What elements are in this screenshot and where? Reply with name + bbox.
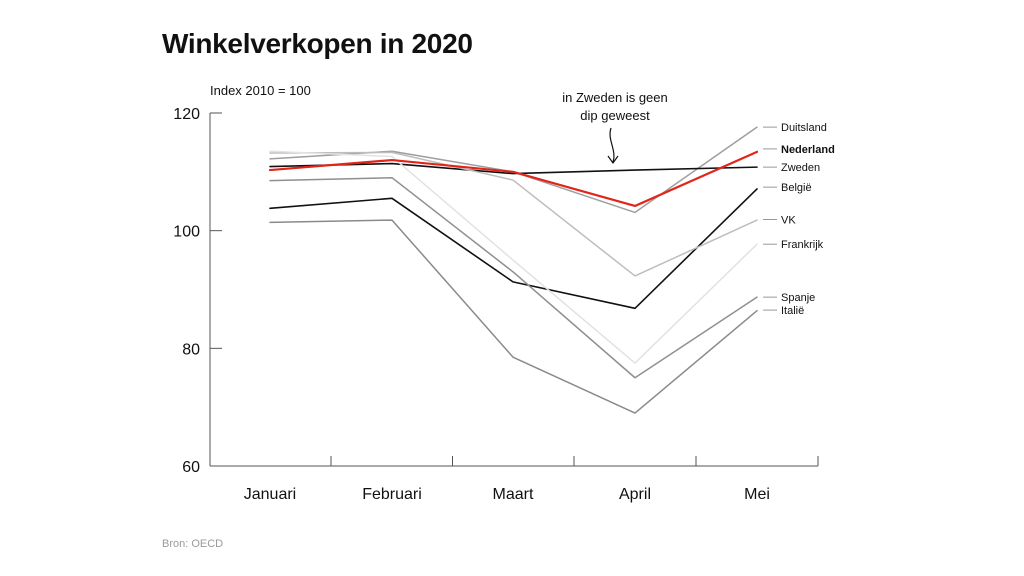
- series-labels: Duitsland Nederland Zweden België VK Frankrij…: [763, 122, 835, 317]
- annotation-text: dip geweest: [580, 108, 650, 123]
- series-label-frankrijk: Frankrijk: [781, 239, 824, 251]
- series-line-duitsland: [269, 126, 758, 214]
- series-label-duitsland: Duitsland: [781, 122, 827, 134]
- series-line-vk: [269, 151, 758, 277]
- series-line-frankrijk: [269, 150, 758, 364]
- series-line-italië: [269, 219, 758, 414]
- series-label-belgië: België: [781, 182, 812, 194]
- series-line-nederland: [268, 150, 759, 208]
- series-lines: [268, 126, 759, 414]
- series-label-spanje: Spanje: [781, 292, 815, 304]
- y-axis-label: Index 2010 = 100: [210, 83, 311, 98]
- annotation-text: in Zweden is geen: [562, 90, 668, 105]
- x-tick-label: Maart: [493, 486, 534, 503]
- x-tick-label: Februari: [362, 486, 422, 503]
- annotation-arrow: [609, 127, 615, 163]
- chart-title: Winkelverkopen in 2020: [162, 28, 473, 59]
- series-line-spanje: [269, 176, 758, 379]
- series-line-belgië: [269, 188, 758, 310]
- y-tick-label: 120: [173, 106, 200, 123]
- annotation-arrowhead: [607, 155, 619, 164]
- x-tick-label: April: [619, 486, 651, 503]
- y-tick-label: 80: [182, 341, 200, 358]
- series-label-zweden: Zweden: [781, 162, 820, 174]
- axes: 60 80 100 120 Januari Februari Maart April Mei: [173, 106, 819, 503]
- x-tick-label: Mei: [744, 486, 770, 503]
- series-line-zweden: [269, 162, 758, 175]
- series-label-vk: VK: [781, 214, 796, 226]
- y-tick-label: 100: [173, 224, 200, 241]
- x-tick-label: Januari: [244, 486, 296, 503]
- source-note: Bron: OECD: [162, 538, 224, 550]
- series-label-italië: Italië: [781, 305, 804, 317]
- annotation: in Zweden is geen dip geweest: [562, 90, 668, 164]
- series-label-nederland: Nederland: [781, 144, 835, 156]
- y-tick-label: 60: [182, 459, 200, 476]
